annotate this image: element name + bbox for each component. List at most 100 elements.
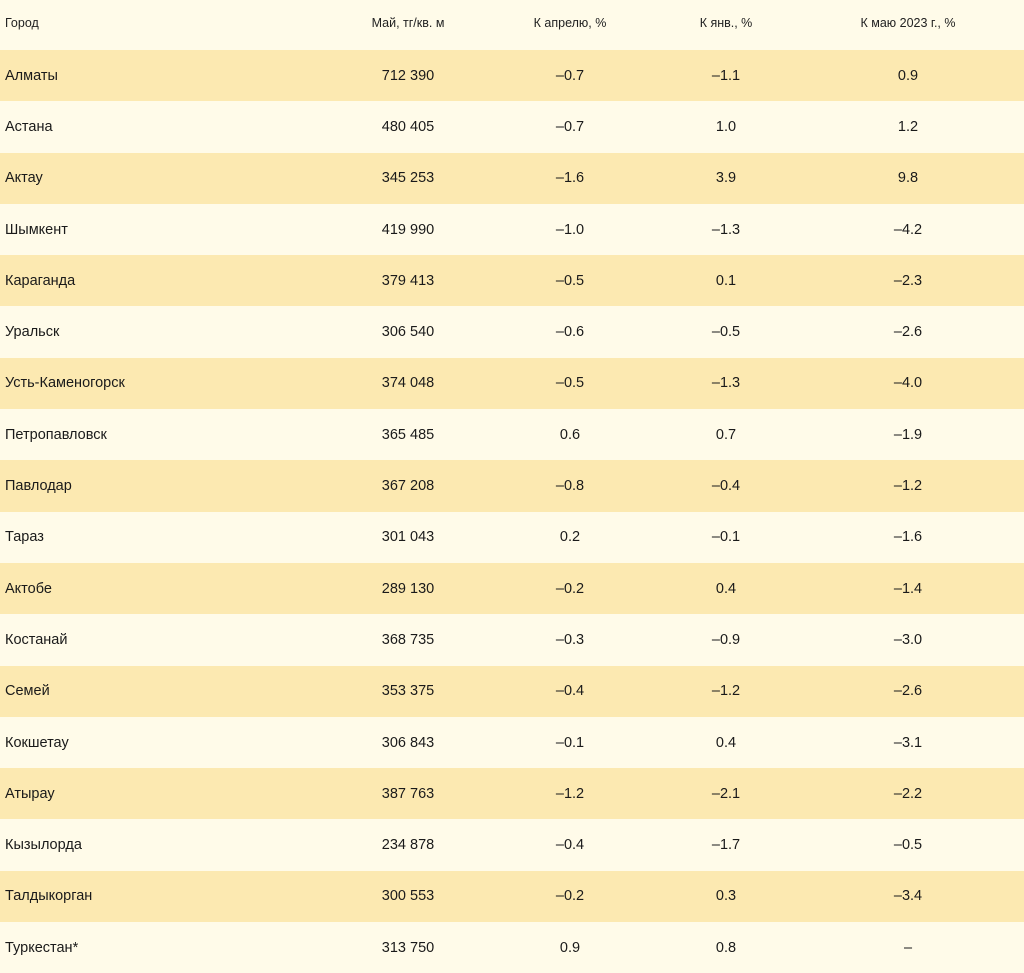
table-row: Костанай 368 735 –0.3 –0.9 –3.0 <box>0 614 1024 666</box>
cell-change-april: 0.9 <box>559 939 581 956</box>
cell-price: 234 878 <box>381 837 435 854</box>
cell-city: Туркестан* <box>5 939 79 956</box>
table-row: Усть-Каменогорск 374 048 –0.5 –1.3 –4.0 <box>0 357 1024 410</box>
cell-change-april: 0.2 <box>559 529 581 546</box>
table-row: Тараз 301 043 0.2 –0.1 –1.6 <box>0 511 1024 563</box>
cell-city: Астана <box>5 118 53 135</box>
cell-change-may-2023: – <box>903 939 913 956</box>
cell-change-may-2023: 0.9 <box>897 67 919 84</box>
cell-city: Петропавловск <box>5 426 107 443</box>
cell-change-april: –0.6 <box>555 324 585 341</box>
cell-price: 374 048 <box>381 375 435 392</box>
cell-change-may-2023: –3.0 <box>893 631 923 648</box>
cell-change-may-2023: –1.6 <box>893 529 923 546</box>
cell-change-january: –1.2 <box>711 683 741 700</box>
cell-city: Усть-Каменогорск <box>5 375 125 392</box>
cell-city: Талдыкорган <box>5 888 93 905</box>
cell-change-january: –1.3 <box>711 221 741 238</box>
table-row: Уральск 306 540 –0.6 –0.5 –2.6 <box>0 306 1024 358</box>
cell-price: 301 043 <box>381 529 435 546</box>
table-row: Атырау 387 763 –1.2 –2.1 –2.2 <box>0 768 1024 820</box>
cell-price: 712 390 <box>381 67 435 84</box>
table-row: Кокшетау 306 843 –0.1 0.4 –3.1 <box>0 716 1024 769</box>
cell-price: 419 990 <box>381 221 435 238</box>
cell-change-may-2023: –2.3 <box>893 272 923 289</box>
cell-change-january: 0.8 <box>715 939 737 956</box>
cell-change-april: –0.8 <box>555 478 585 495</box>
cell-change-april: –1.0 <box>555 221 585 238</box>
cell-price: 300 553 <box>381 888 435 905</box>
cell-change-april: –0.4 <box>555 683 585 700</box>
cell-city: Семей <box>5 683 50 700</box>
cell-price: 289 130 <box>381 580 435 597</box>
cell-change-january: –0.1 <box>711 529 741 546</box>
header-price: Май, тг/кв. м <box>371 16 445 30</box>
table-row: Павлодар 367 208 –0.8 –0.4 –1.2 <box>0 460 1024 512</box>
cell-price: 387 763 <box>381 785 435 802</box>
cell-change-april: –1.6 <box>555 170 585 187</box>
table-row: Семей 353 375 –0.4 –1.2 –2.6 <box>0 665 1024 717</box>
cell-change-january: 0.3 <box>715 888 737 905</box>
table-row: Талдыкорган 300 553 –0.2 0.3 –3.4 <box>0 870 1024 923</box>
table-row: Астана 480 405 –0.7 1.0 1.2 <box>0 101 1024 153</box>
header-change-april: К апрелю, % <box>533 16 607 30</box>
cell-change-may-2023: 9.8 <box>897 170 919 187</box>
table-header: Город Май, тг/кв. м К апрелю, % К янв., … <box>0 0 1024 50</box>
header-change-january: К янв., % <box>699 16 753 30</box>
cell-city: Тараз <box>5 529 44 546</box>
cell-city: Атырау <box>5 785 55 802</box>
table-row: Кызылорда 234 878 –0.4 –1.7 –0.5 <box>0 819 1024 871</box>
cell-change-april: –0.3 <box>555 631 585 648</box>
cell-price: 379 413 <box>381 272 435 289</box>
cell-change-may-2023: –1.2 <box>893 478 923 495</box>
cell-price: 480 405 <box>381 118 435 135</box>
cell-change-january: 1.0 <box>715 118 737 135</box>
cell-change-january: –1.3 <box>711 375 741 392</box>
cell-change-april: –0.7 <box>555 118 585 135</box>
cell-city: Шымкент <box>5 221 68 238</box>
cell-change-january: –2.1 <box>711 785 741 802</box>
cell-change-january: 3.9 <box>715 170 737 187</box>
cell-price: 353 375 <box>381 683 435 700</box>
cell-change-may-2023: 1.2 <box>897 118 919 135</box>
cell-change-january: –0.9 <box>711 631 741 648</box>
cell-city: Уральск <box>5 324 60 341</box>
cell-change-january: –0.4 <box>711 478 741 495</box>
cell-change-april: –0.5 <box>555 375 585 392</box>
table-row: Петропавловск 365 485 0.6 0.7 –1.9 <box>0 409 1024 461</box>
cell-city: Костанай <box>5 631 68 648</box>
cell-city: Кокшетау <box>5 734 69 751</box>
cell-change-may-2023: –1.4 <box>893 580 923 597</box>
cell-price: 313 750 <box>381 939 435 956</box>
cell-change-january: 0.4 <box>715 580 737 597</box>
cell-change-may-2023: –3.4 <box>893 888 923 905</box>
cell-price: 306 843 <box>381 734 435 751</box>
cell-price: 367 208 <box>381 478 435 495</box>
table-row: Туркестан* 313 750 0.9 0.8 – <box>0 922 1024 973</box>
table-row: Алматы 712 390 –0.7 –1.1 0.9 <box>0 50 1024 102</box>
cell-change-january: 0.1 <box>715 272 737 289</box>
cell-change-may-2023: –4.2 <box>893 221 923 238</box>
cell-change-april: –0.4 <box>555 837 585 854</box>
cell-price: 368 735 <box>381 631 435 648</box>
cell-change-april: 0.6 <box>559 426 581 443</box>
cell-change-january: –0.5 <box>711 324 741 341</box>
cell-change-april: –0.2 <box>555 888 585 905</box>
header-city: Город <box>5 16 39 30</box>
cell-change-april: –1.2 <box>555 785 585 802</box>
cell-city: Кызылорда <box>5 837 82 854</box>
cell-change-january: –1.7 <box>711 837 741 854</box>
table-row: Актобе 289 130 –0.2 0.4 –1.4 <box>0 562 1024 615</box>
cell-change-may-2023: –2.2 <box>893 785 923 802</box>
cell-change-january: 0.7 <box>715 426 737 443</box>
cell-change-may-2023: –3.1 <box>893 734 923 751</box>
cell-price: 306 540 <box>381 324 435 341</box>
cell-change-april: –0.5 <box>555 272 585 289</box>
table-body: Алматы 712 390 –0.7 –1.1 0.9 Астана 480 405 –0.… <box>0 50 1024 973</box>
cell-city: Караганда <box>5 272 76 289</box>
cell-change-may-2023: –0.5 <box>893 837 923 854</box>
cell-change-april: –0.2 <box>555 580 585 597</box>
cell-price: 365 485 <box>381 426 435 443</box>
header-change-may-2023: К маю 2023 г., % <box>860 16 956 30</box>
